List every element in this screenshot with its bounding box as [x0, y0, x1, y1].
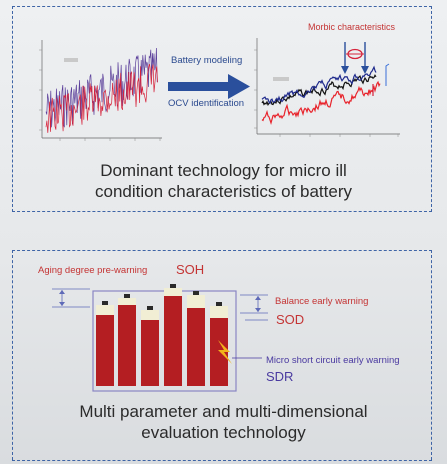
- battery-modeling-label: Battery modeling: [171, 55, 243, 66]
- battery-terminal: [147, 306, 153, 310]
- morbic-characteristics-label: Morbic characteristics: [308, 22, 396, 32]
- lightning-icon: [218, 340, 232, 364]
- micro-short-circuit-label: Micro short circuit early warning: [266, 355, 400, 366]
- balance-warning-label: Balance early warning: [275, 296, 369, 307]
- bottom-panel-frame-top: [12, 250, 432, 251]
- aging-prewarning-label: Aging degree pre-warning: [38, 265, 148, 276]
- battery-cells: [96, 284, 228, 386]
- battery-cell-charge: [187, 308, 205, 386]
- battery-cell-charge: [96, 315, 114, 386]
- bottom-panel-frame-right: [431, 250, 432, 460]
- battery-terminal: [193, 291, 199, 295]
- bottom-caption: Multi parameter and multi-dimensional ev…: [0, 401, 447, 443]
- battery-cell-charge: [210, 318, 228, 386]
- battery-cell-charge: [164, 296, 182, 386]
- series-blue-tail: [385, 63, 390, 86]
- battery-cell-charge: [118, 305, 136, 386]
- battery-cell-charge: [141, 320, 159, 386]
- battery-terminal: [102, 301, 108, 305]
- raw-series-purple: [45, 47, 158, 128]
- battery-terminal: [124, 294, 130, 298]
- top-caption-line-2: condition characteristics of battery: [94, 182, 352, 201]
- bottom-caption-line-2: evaluation technology: [141, 423, 306, 442]
- sdr-label: SDR: [266, 369, 294, 384]
- series-blue: [261, 65, 377, 105]
- top-caption-line-1: Dominant technology for micro ill: [100, 161, 347, 180]
- raw-series-red: [45, 63, 158, 133]
- bottom-caption-line-1: Multi parameter and multi-dimensional: [79, 402, 368, 421]
- soh-label: SOH: [176, 262, 205, 277]
- processed-chart: [254, 38, 400, 137]
- bottom-panel-frame-left: [12, 250, 13, 460]
- battery-terminal: [170, 284, 176, 288]
- sod-label: SOD: [276, 312, 305, 327]
- top-panel-frame: [12, 6, 432, 212]
- top-caption: Dominant technology for micro ill condit…: [0, 160, 447, 202]
- raw-data-chart: [39, 40, 162, 141]
- modeling-arrow: [168, 74, 250, 99]
- series-red: [261, 80, 381, 125]
- battery-pack: [52, 284, 268, 392]
- bottom-panel-frame-bottom: [12, 460, 432, 461]
- battery-terminal: [216, 302, 222, 306]
- ocv-identification-label: OCV identification: [168, 98, 245, 109]
